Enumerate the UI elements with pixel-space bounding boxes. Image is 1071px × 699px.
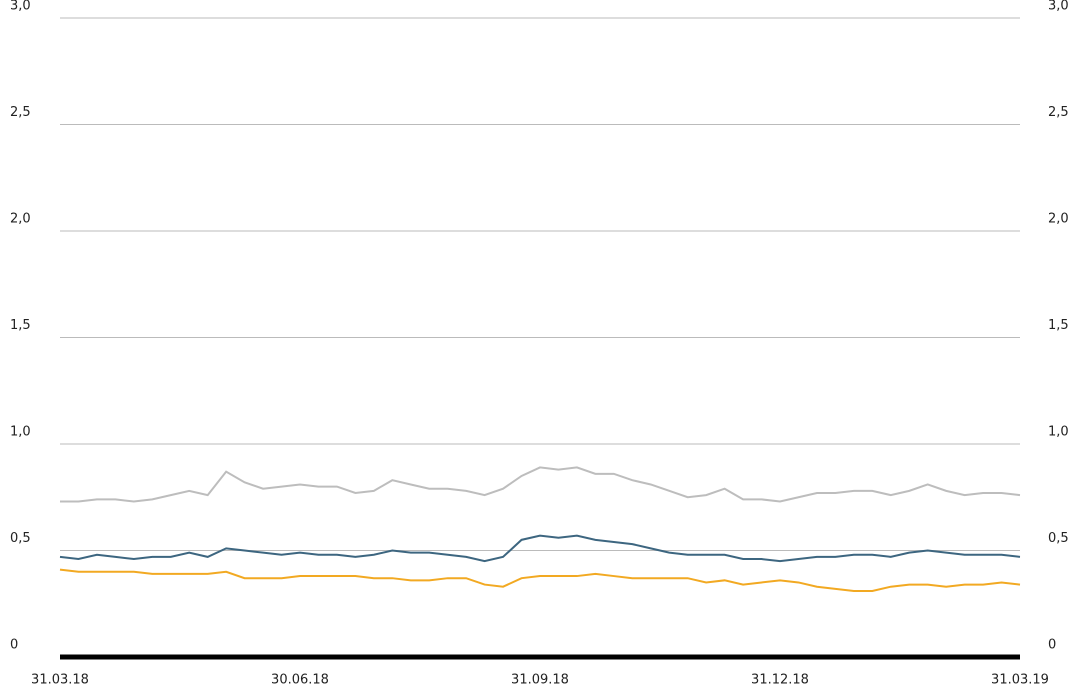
y-tick-label: 0,5	[10, 531, 31, 546]
series-line	[59, 568, 1021, 592]
x-tick-label: 31.03.18	[31, 673, 89, 688]
y2-tick-label: 3,0	[1048, 0, 1069, 14]
y-tick-label: 0	[10, 638, 18, 653]
y-tick-label: 1,5	[10, 318, 31, 333]
x-tick-label: 31.09.18	[511, 673, 569, 688]
y2-tick-label: 0,5	[1048, 531, 1069, 546]
y-tick-label: 1,0	[10, 425, 31, 440]
y-tick-label: 2,0	[10, 212, 31, 227]
y2-tick-label: 0	[1048, 638, 1056, 653]
y-tick-label: 2,5	[10, 105, 31, 120]
y2-tick-label: 2,5	[1048, 105, 1069, 120]
series-line	[60, 466, 1021, 503]
series-line	[59, 534, 1021, 563]
x-tick-label: 31.12.18	[751, 673, 809, 688]
y2-tick-label: 1,5	[1048, 318, 1069, 333]
x-tick-label: 31.03.19	[991, 673, 1049, 688]
x-tick-label: 30.06.18	[271, 673, 329, 688]
y2-tick-label: 2,0	[1048, 212, 1069, 227]
y2-tick-label: 1,0	[1048, 425, 1069, 440]
y-tick-label: 3,0	[10, 0, 31, 14]
